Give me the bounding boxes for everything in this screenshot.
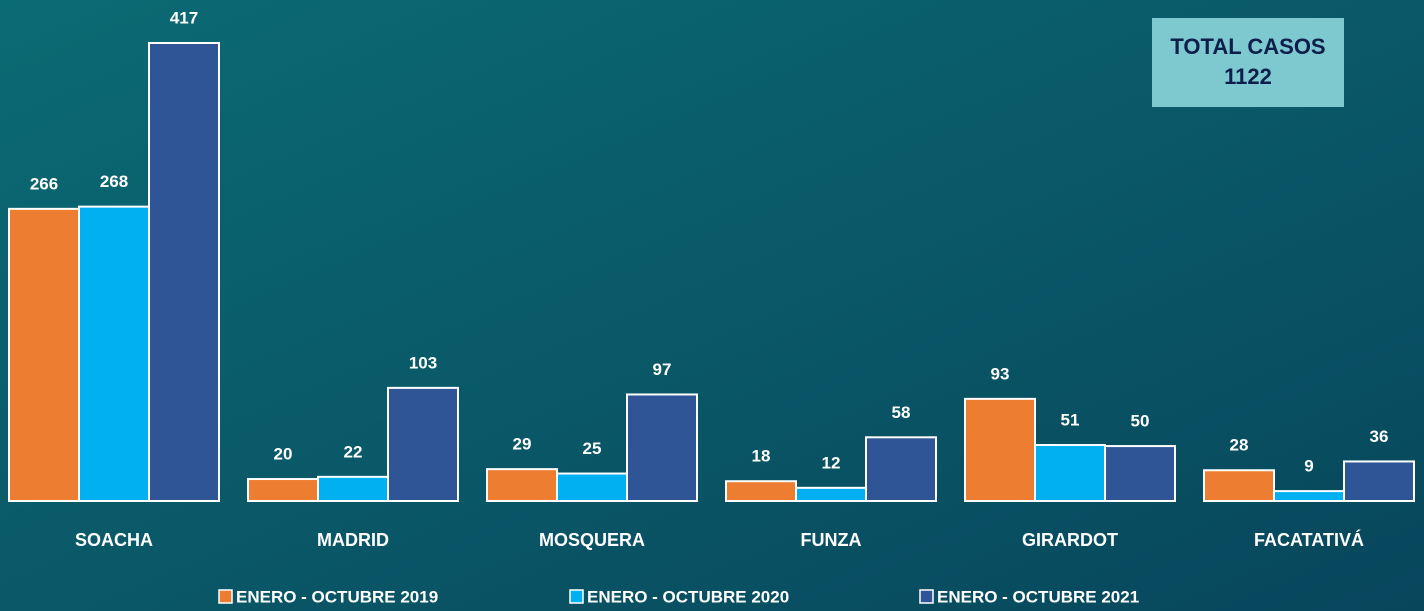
data-label: 50 <box>1131 412 1150 431</box>
data-label: 268 <box>100 172 128 191</box>
legend-label: ENERO - OCTUBRE 2021 <box>937 587 1139 606</box>
data-label: 25 <box>583 439 602 458</box>
bar <box>1104 445 1176 502</box>
bar <box>626 393 698 502</box>
data-label: 93 <box>991 364 1010 383</box>
total-value: 1122 <box>1224 64 1272 89</box>
bar <box>1273 490 1345 503</box>
data-label: 9 <box>1304 457 1313 476</box>
data-label: 28 <box>1230 436 1249 455</box>
bar <box>964 397 1036 502</box>
bar <box>317 475 389 503</box>
bar <box>1034 443 1106 503</box>
bar <box>247 478 319 502</box>
legend-marker <box>919 589 934 604</box>
bar <box>725 480 797 503</box>
data-label: 18 <box>752 447 771 466</box>
bar <box>486 468 558 502</box>
x-tick-label: MOSQUERA <box>539 530 645 550</box>
bar <box>8 207 80 502</box>
bar <box>556 472 628 502</box>
data-label: 58 <box>892 403 911 422</box>
x-tick-label: SOACHA <box>75 530 153 550</box>
legend-label: ENERO - OCTUBRE 2020 <box>587 587 789 606</box>
data-label: 20 <box>274 445 293 464</box>
x-tick-label: FUNZA <box>801 530 862 550</box>
data-label: 12 <box>822 453 841 472</box>
data-label: 36 <box>1370 427 1389 446</box>
legend-marker <box>569 589 584 604</box>
bar <box>78 205 150 503</box>
legend-marker <box>218 589 233 604</box>
bar <box>795 486 867 502</box>
data-label: 29 <box>513 435 532 454</box>
total-label: TOTAL CASOS <box>1170 34 1325 59</box>
bar <box>1343 460 1415 502</box>
x-tick-label: FACATATIVÁ <box>1254 529 1364 550</box>
data-label: 51 <box>1061 410 1080 429</box>
data-label: 97 <box>653 360 672 379</box>
data-label: 417 <box>170 8 198 27</box>
data-label: 266 <box>30 174 58 193</box>
x-tick-label: GIRARDOT <box>1022 530 1118 550</box>
data-label: 103 <box>409 353 437 372</box>
total-box <box>1152 18 1344 107</box>
legend-label: ENERO - OCTUBRE 2019 <box>236 587 438 606</box>
bar <box>865 436 937 502</box>
x-tick-label: MADRID <box>317 530 389 550</box>
bar <box>1203 469 1275 503</box>
bar <box>387 386 459 502</box>
bar <box>148 42 220 502</box>
data-label: 22 <box>344 442 363 461</box>
